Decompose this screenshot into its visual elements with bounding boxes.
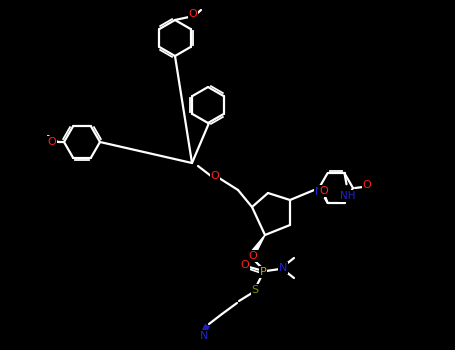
Text: O: O [211, 171, 219, 181]
Text: O: O [189, 9, 197, 19]
Text: O: O [363, 180, 371, 190]
Text: P: P [260, 267, 266, 277]
Text: O: O [319, 186, 328, 196]
Text: O: O [48, 137, 56, 147]
Text: N: N [200, 331, 208, 341]
Text: S: S [252, 285, 258, 295]
Text: O: O [248, 251, 258, 261]
Polygon shape [250, 235, 265, 253]
Text: NH: NH [340, 191, 355, 201]
Text: N: N [315, 187, 323, 197]
Text: O: O [241, 260, 249, 270]
Text: N: N [279, 263, 287, 273]
